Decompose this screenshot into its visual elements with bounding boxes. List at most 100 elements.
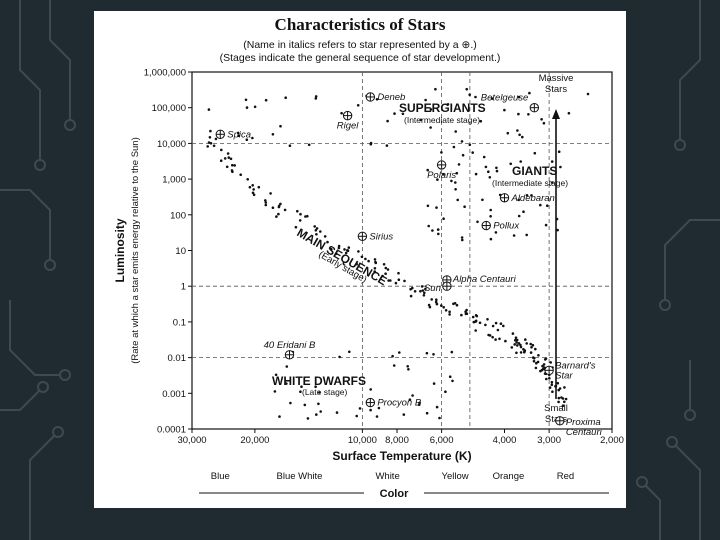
- side-label-massive: Massive: [539, 73, 574, 84]
- star-dot: [532, 359, 536, 363]
- star-dot: [515, 341, 518, 344]
- star-dot: [542, 121, 546, 125]
- color-band-label: Orange: [493, 471, 525, 482]
- star-dot: [544, 223, 548, 227]
- star-dot: [409, 294, 413, 298]
- star-dot: [334, 252, 338, 256]
- star-dot: [337, 244, 341, 248]
- star-dot: [455, 303, 459, 307]
- x-tick-label: 30,000: [177, 435, 206, 446]
- star-dot: [533, 151, 537, 155]
- star-dot: [219, 159, 223, 162]
- star-dot: [330, 247, 333, 251]
- star-dot: [346, 249, 350, 252]
- star-dot: [438, 416, 441, 420]
- star-dot: [244, 98, 248, 102]
- star-dot: [525, 233, 528, 237]
- named-star-label: Polaris: [427, 170, 456, 181]
- star-dot: [481, 198, 484, 202]
- star-dot: [514, 336, 518, 340]
- star-dot: [426, 168, 430, 172]
- star-dot: [231, 163, 234, 167]
- star-dot: [494, 338, 497, 341]
- star-dot: [314, 97, 318, 100]
- star-dot: [530, 194, 533, 197]
- star-dot: [440, 304, 443, 307]
- star-dot: [515, 351, 518, 355]
- star-dot: [373, 267, 377, 270]
- star-dot: [335, 411, 339, 414]
- star-dot: [314, 385, 317, 389]
- star-dot: [315, 227, 319, 230]
- star-dot: [517, 342, 521, 345]
- star-dot: [212, 144, 216, 148]
- named-star-label: Procyon B: [377, 398, 421, 409]
- star-dot: [516, 344, 519, 347]
- star-dot: [279, 124, 282, 128]
- star-dot: [303, 403, 307, 407]
- y-axis-title: Luminosity: [113, 218, 127, 282]
- star-dot: [442, 306, 446, 309]
- star-dot: [486, 318, 489, 321]
- star-dot: [397, 271, 400, 275]
- star-dot: [557, 396, 561, 400]
- star-dot: [557, 400, 560, 404]
- star-dot: [421, 289, 425, 292]
- star-dot: [484, 323, 487, 327]
- star-dot: [402, 413, 406, 416]
- star-dot: [431, 229, 434, 232]
- star-dot: [284, 96, 287, 99]
- star-dot: [523, 350, 526, 354]
- star-dot: [454, 188, 457, 191]
- star-dot: [551, 390, 554, 394]
- star-dot: [251, 191, 255, 195]
- slide: Characteristics of Stars (Name in italic…: [94, 11, 626, 508]
- color-band-label: Red: [557, 471, 574, 482]
- named-star-label: Proxima: [566, 417, 601, 428]
- star-dot: [429, 108, 433, 111]
- star-dot: [488, 334, 492, 337]
- y-tick-label: 0.01: [168, 353, 187, 364]
- star-dot: [515, 338, 519, 342]
- star-dot: [209, 129, 212, 133]
- star-dot: [465, 312, 469, 316]
- star-dot: [315, 413, 318, 416]
- star-dot: [463, 205, 466, 208]
- star-dot: [448, 313, 451, 316]
- star-dot: [450, 179, 453, 183]
- star-dot: [432, 382, 436, 385]
- star-dot: [550, 380, 554, 384]
- star-dot: [490, 97, 494, 100]
- star-dot: [288, 144, 292, 147]
- x-tick-label: 2,000: [600, 435, 624, 446]
- star-dot: [206, 145, 209, 148]
- star-dot: [455, 171, 459, 175]
- star-dot: [495, 166, 498, 170]
- star-dot: [471, 151, 475, 154]
- star-dot: [319, 410, 322, 413]
- star-dot: [504, 339, 507, 343]
- star-dot: [442, 172, 445, 176]
- star-dot: [549, 361, 552, 364]
- color-band-label: Blue: [211, 471, 230, 482]
- star-dot: [454, 181, 457, 184]
- star-dot: [428, 305, 432, 309]
- star-dot: [489, 215, 492, 218]
- star-dot: [283, 208, 287, 212]
- star-dot: [220, 148, 223, 152]
- star-dot: [454, 130, 458, 133]
- star-dot: [271, 206, 275, 209]
- star-dot: [436, 228, 440, 231]
- star-dot: [522, 210, 525, 213]
- region-giants-stage: (Intermediate stage): [492, 178, 568, 188]
- star-dot: [452, 145, 456, 149]
- star-dot: [419, 118, 423, 122]
- star-dot: [522, 348, 525, 351]
- star-dot: [418, 401, 421, 405]
- star-dot: [344, 251, 348, 255]
- star-dot: [534, 366, 538, 370]
- star-dot: [474, 329, 478, 332]
- named-star-label: Rigel: [337, 121, 360, 132]
- star-dot: [264, 98, 268, 102]
